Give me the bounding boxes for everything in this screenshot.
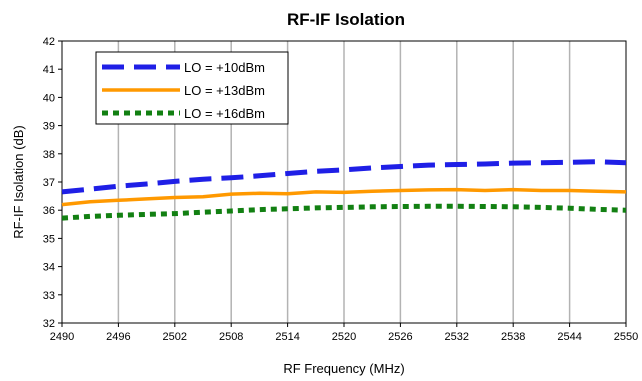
legend-label-lo-16dbm: LO = +16dBm — [184, 106, 265, 121]
x-tick-label: 2550 — [614, 331, 638, 343]
y-tick-label: 34 — [43, 262, 55, 274]
legend: LO = +10dBm LO = +13dBm LO = +16dBm — [95, 51, 289, 125]
chart-title: RF-IF Isolation — [287, 10, 405, 29]
x-tick-label: 2508 — [219, 331, 243, 343]
y-tick-label: 33 — [43, 290, 55, 302]
series-line-lo-13dbm — [61, 187, 627, 207]
y-tick-label: 32 — [43, 318, 55, 330]
ticks: 32 33 34 35 36 37 38 39 40 41 42 2490 2496 2502 2508 25… — [43, 36, 638, 343]
x-tick-label: 2496 — [106, 331, 130, 343]
series-group — [61, 159, 627, 221]
x-tick-label: 2538 — [501, 331, 525, 343]
x-tick-label: 2490 — [50, 331, 74, 343]
x-tick-label: 2502 — [163, 331, 187, 343]
y-axis-label: RF-IF Isolation (dB) — [11, 125, 26, 238]
x-tick-label: 2520 — [332, 331, 356, 343]
y-tick-label: 41 — [43, 64, 55, 76]
x-axis-label: RF Frequency (MHz) — [283, 361, 404, 376]
x-tick-label: 2532 — [445, 331, 469, 343]
x-tick-label: 2514 — [275, 331, 299, 343]
x-tick-label: 2526 — [388, 331, 412, 343]
legend-label-lo-13dbm: LO = +13dBm — [184, 83, 265, 98]
y-tick-label: 39 — [43, 121, 55, 133]
legend-label-lo-10dbm: LO = +10dBm — [184, 60, 265, 75]
y-tick-label: 38 — [43, 149, 55, 161]
y-tick-label: 36 — [43, 205, 55, 217]
y-tick-label: 42 — [43, 36, 55, 48]
y-tick-label: 35 — [43, 233, 55, 245]
x-tick-label: 2544 — [557, 331, 581, 343]
y-tick-label: 37 — [43, 177, 55, 189]
y-tick-label: 40 — [43, 92, 55, 104]
